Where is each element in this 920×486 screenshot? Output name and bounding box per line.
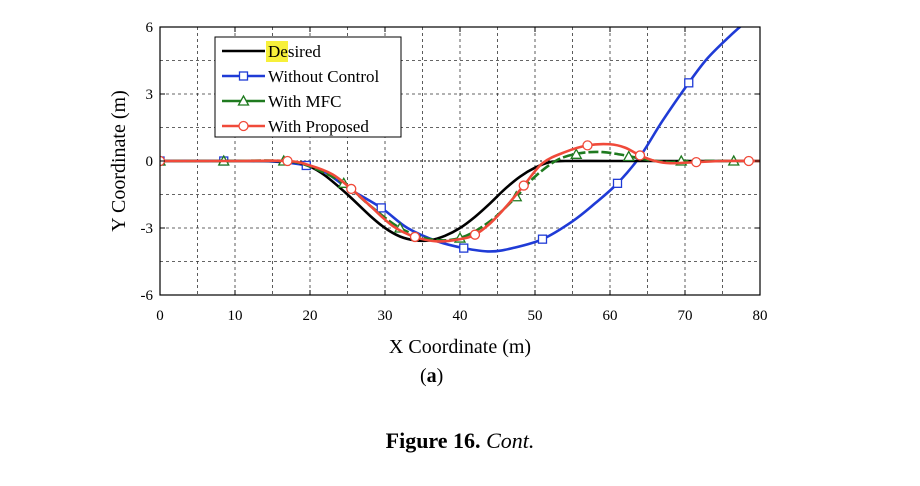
plot-frame (159, 26, 761, 296)
series-line (160, 142, 760, 243)
data-point (570, 147, 583, 159)
data-point (346, 183, 357, 195)
data-point (684, 78, 694, 88)
x-tick-label: 80 (753, 308, 768, 324)
x-tick-label: 60 (603, 308, 618, 324)
data-point (622, 150, 635, 162)
x-tick-label: 40 (453, 308, 468, 324)
data-point (518, 180, 529, 191)
legend-label: Without Control (268, 67, 380, 86)
x-tick-label: 0 (156, 308, 164, 324)
data-point (376, 203, 386, 213)
y-axis-label: Y Coordinate (m) (108, 90, 130, 231)
data-point (537, 234, 548, 244)
legend-marker (238, 120, 249, 132)
panel-label: (a) (420, 365, 444, 387)
legend: Desired Without Control With MFC With Propo… (214, 36, 402, 138)
x-tick-label: 20 (303, 308, 318, 324)
data-point (409, 231, 421, 243)
data-point (743, 155, 754, 167)
y-tick-label: -6 (141, 288, 154, 304)
figure-caption: Figure 16. Cont. (0, 428, 920, 454)
legend-highlight (266, 41, 288, 62)
y-tick-label: 6 (146, 20, 154, 36)
legend-marker (238, 71, 249, 81)
x-axis-label: X Coordinate (m) (389, 336, 531, 358)
caption-text: Cont. (486, 428, 535, 453)
data-point (691, 156, 702, 168)
legend-marker (237, 94, 250, 106)
figure-number: Figure 16. (385, 428, 481, 453)
data-point (282, 155, 293, 167)
legend-box (214, 36, 402, 138)
series-layer (160, 27, 760, 253)
data-point (469, 229, 481, 240)
x-tick-label: 30 (378, 308, 393, 324)
trajectory-chart: 0 10 20 30 40 50 60 70 80 -6 -3 0 3 6 X Coordinate (m… (108, 20, 768, 358)
legend-label: With MFC (268, 92, 341, 111)
data-point (634, 150, 646, 161)
series-with-proposed (160, 140, 760, 243)
y-tick-label: 3 (146, 87, 154, 103)
data-point (459, 243, 469, 253)
y-tick-label: -3 (141, 221, 154, 237)
legend-label: Desired (268, 42, 321, 61)
x-tick-label: 50 (528, 308, 543, 324)
y-tick-label: 0 (146, 154, 154, 170)
data-point (582, 140, 593, 151)
x-tick-label: 70 (678, 308, 693, 324)
x-tick-label: 10 (228, 308, 243, 324)
data-point (612, 178, 623, 188)
legend-label: With Proposed (268, 117, 369, 136)
